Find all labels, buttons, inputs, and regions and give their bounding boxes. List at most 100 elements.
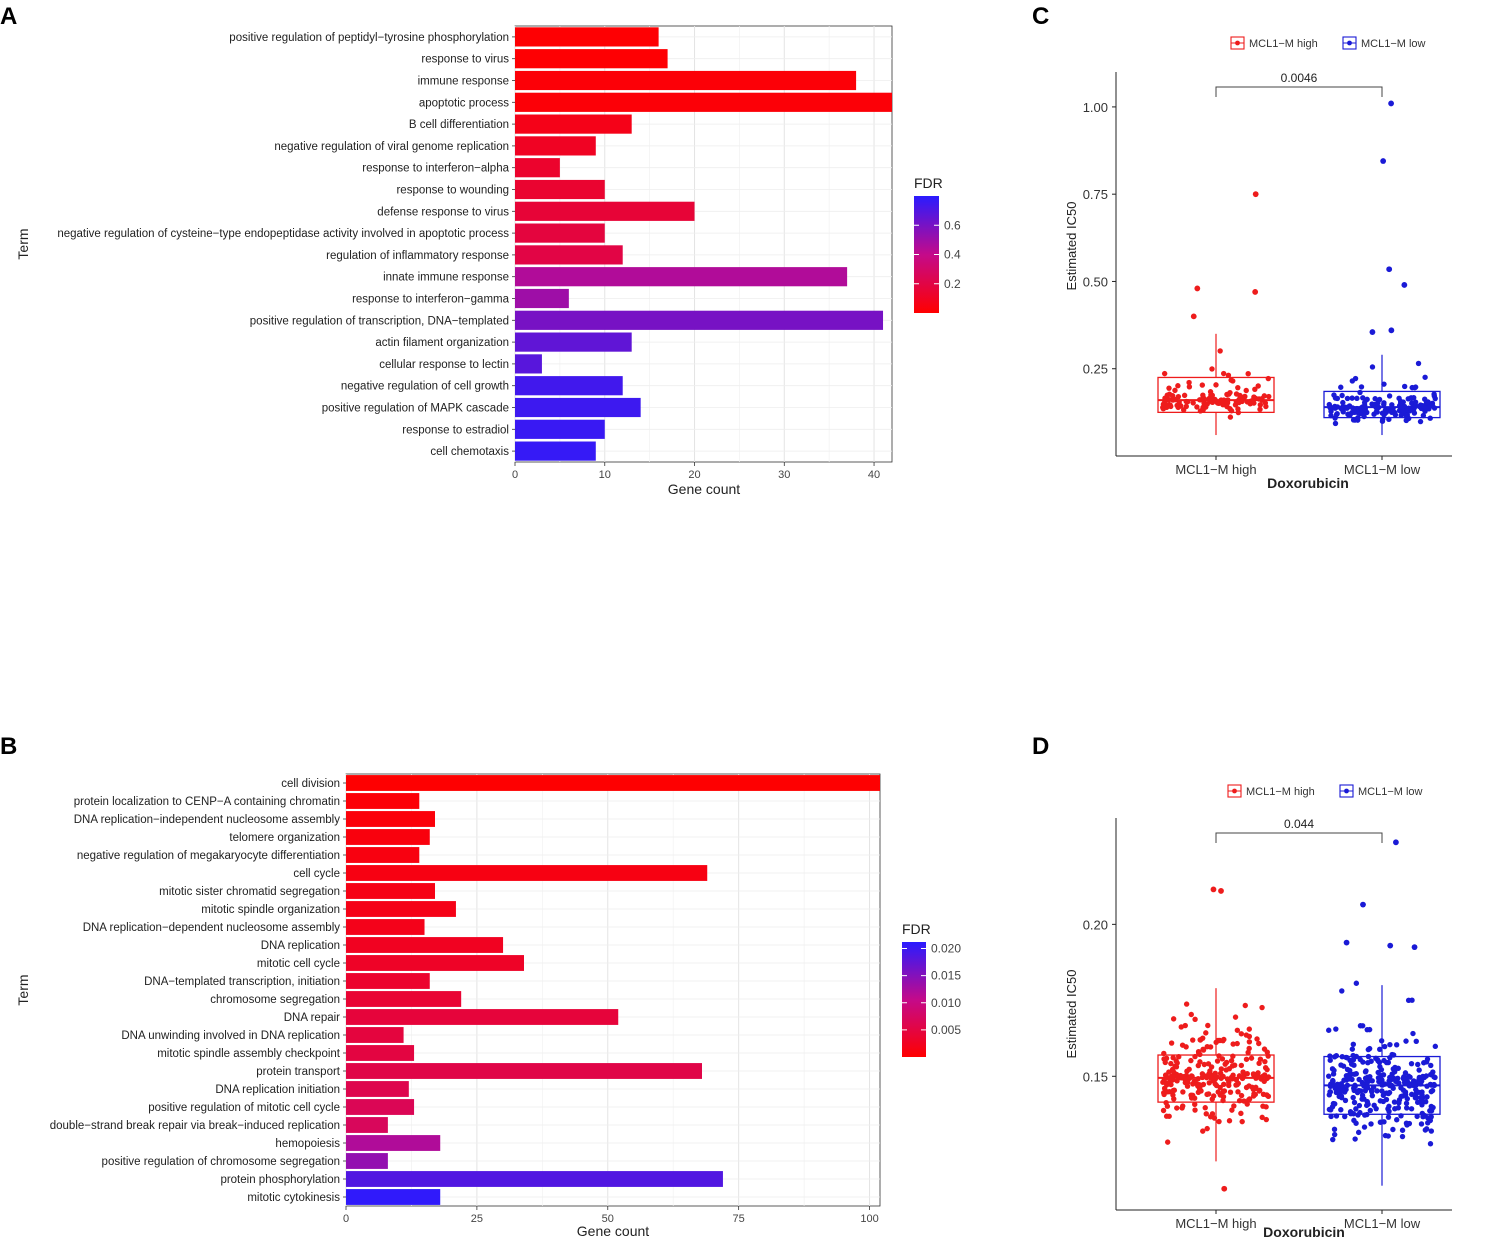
data-point — [1230, 1041, 1236, 1047]
data-point — [1207, 1044, 1214, 1050]
data-point — [1411, 410, 1418, 416]
data-point — [1400, 1075, 1407, 1082]
data-point — [1205, 1061, 1212, 1067]
data-point — [1413, 1094, 1420, 1101]
data-point — [1390, 1126, 1396, 1133]
data-point — [1246, 1083, 1252, 1089]
data-point — [1216, 1118, 1222, 1125]
data-point — [1233, 1082, 1239, 1088]
x-ticks-a: 0 10 20 30 40 — [512, 462, 880, 481]
data-point — [1238, 1031, 1245, 1037]
data-point — [1331, 392, 1337, 398]
category-label: positive regulation of mitotic cell cycl… — [148, 1102, 340, 1114]
colorbar-tick-label: 0.6 — [944, 218, 961, 232]
data-point — [1164, 1139, 1171, 1145]
data-point — [1170, 1016, 1177, 1022]
colorbar-tick-label: 0.2 — [944, 277, 961, 291]
category-label: response to virus — [421, 54, 509, 66]
data-point — [1266, 393, 1272, 400]
bar-chart-b: cell division protein localization to CEN… — [15, 773, 961, 1239]
data-point — [1188, 1011, 1194, 1018]
bracket-line — [1215, 832, 1383, 843]
p-value-label: 0.0046 — [1281, 71, 1318, 85]
data-point — [1349, 1046, 1356, 1052]
data-point — [1238, 1110, 1244, 1117]
y-tick-label: 0.25 — [1083, 362, 1108, 377]
data-point — [1352, 1136, 1358, 1142]
data-point — [1331, 1131, 1338, 1138]
data-point — [1333, 1052, 1340, 1059]
legend-key-dot — [1344, 788, 1349, 794]
bar — [346, 1171, 723, 1187]
data-point — [1199, 382, 1206, 388]
data-point — [1376, 396, 1383, 403]
data-point — [1369, 364, 1376, 370]
data-point — [1331, 1126, 1338, 1133]
category-label: response to wounding — [396, 185, 509, 197]
colorbar-tick-label: 0.005 — [931, 1023, 961, 1037]
category-label: mitotic spindle assembly checkpoint — [157, 1048, 341, 1060]
data-point — [1409, 997, 1415, 1003]
category-label: mitotic cell cycle — [257, 958, 340, 970]
data-point — [1181, 392, 1188, 399]
data-point — [1175, 393, 1182, 400]
outlier-point — [1386, 266, 1393, 273]
data-point — [1374, 1057, 1381, 1063]
data-point — [1381, 381, 1387, 387]
category-label: regulation of inflammatory response — [326, 250, 509, 262]
x-tick-label: 30 — [778, 469, 790, 481]
data-point — [1367, 1073, 1373, 1080]
data-point — [1331, 1067, 1337, 1074]
data-point — [1243, 387, 1249, 394]
data-point — [1357, 1023, 1364, 1029]
data-point — [1188, 1057, 1194, 1064]
data-point — [1342, 1113, 1348, 1120]
bars-b — [346, 775, 880, 1205]
data-point — [1350, 1052, 1356, 1059]
outlier-point — [1388, 100, 1395, 107]
data-point — [1388, 408, 1394, 415]
bar — [515, 70, 857, 91]
data-point — [1423, 1099, 1429, 1105]
data-point — [1374, 409, 1380, 415]
data-point — [1349, 395, 1355, 401]
y-axis-label-d: Estimated IC50 — [1064, 970, 1079, 1059]
data-point — [1235, 384, 1241, 391]
category-label: DNA replication initiation — [215, 1084, 340, 1096]
category-labels-b: cell division protein localization to CEN… — [50, 778, 346, 1204]
bar — [515, 332, 632, 352]
data-point — [1392, 412, 1399, 418]
data-point — [1390, 1085, 1396, 1091]
category-label: hemopoiesis — [275, 1138, 340, 1150]
data-point — [1340, 1063, 1347, 1069]
y-tick-label: 0.15 — [1083, 1069, 1108, 1084]
data-point — [1262, 1058, 1268, 1065]
data-point — [1255, 1070, 1261, 1076]
data-point — [1358, 384, 1365, 390]
bar — [515, 397, 641, 418]
legend-label: MCL1−M low — [1361, 38, 1426, 50]
data-point — [1174, 1105, 1180, 1111]
category-label: positive regulation of transcription, DN… — [250, 315, 509, 327]
data-point — [1338, 1107, 1344, 1113]
colorbar-tick-label: 0.010 — [931, 996, 961, 1010]
data-point — [1256, 1060, 1262, 1067]
data-point — [1190, 1037, 1196, 1043]
data-point — [1415, 1089, 1422, 1095]
data-point — [1195, 1050, 1202, 1056]
box-plot-d: MCL1−M high MCL1−M low 0.15 0.20 MCL1−M hig… — [1064, 784, 1452, 1240]
data-point — [1213, 382, 1219, 388]
data-point — [1428, 1088, 1434, 1095]
category-label: double−strand break repair via break−ind… — [50, 1120, 340, 1132]
data-point — [1228, 1057, 1235, 1064]
outlier-point — [1343, 939, 1350, 946]
data-point — [1398, 1085, 1404, 1091]
data-point — [1406, 1120, 1413, 1127]
bar — [346, 847, 420, 863]
data-point — [1394, 1117, 1400, 1123]
data-point — [1385, 1059, 1392, 1066]
data-point — [1215, 1037, 1221, 1044]
data-point — [1327, 1057, 1333, 1063]
outlier-point — [1369, 329, 1376, 335]
data-point — [1221, 1081, 1227, 1087]
